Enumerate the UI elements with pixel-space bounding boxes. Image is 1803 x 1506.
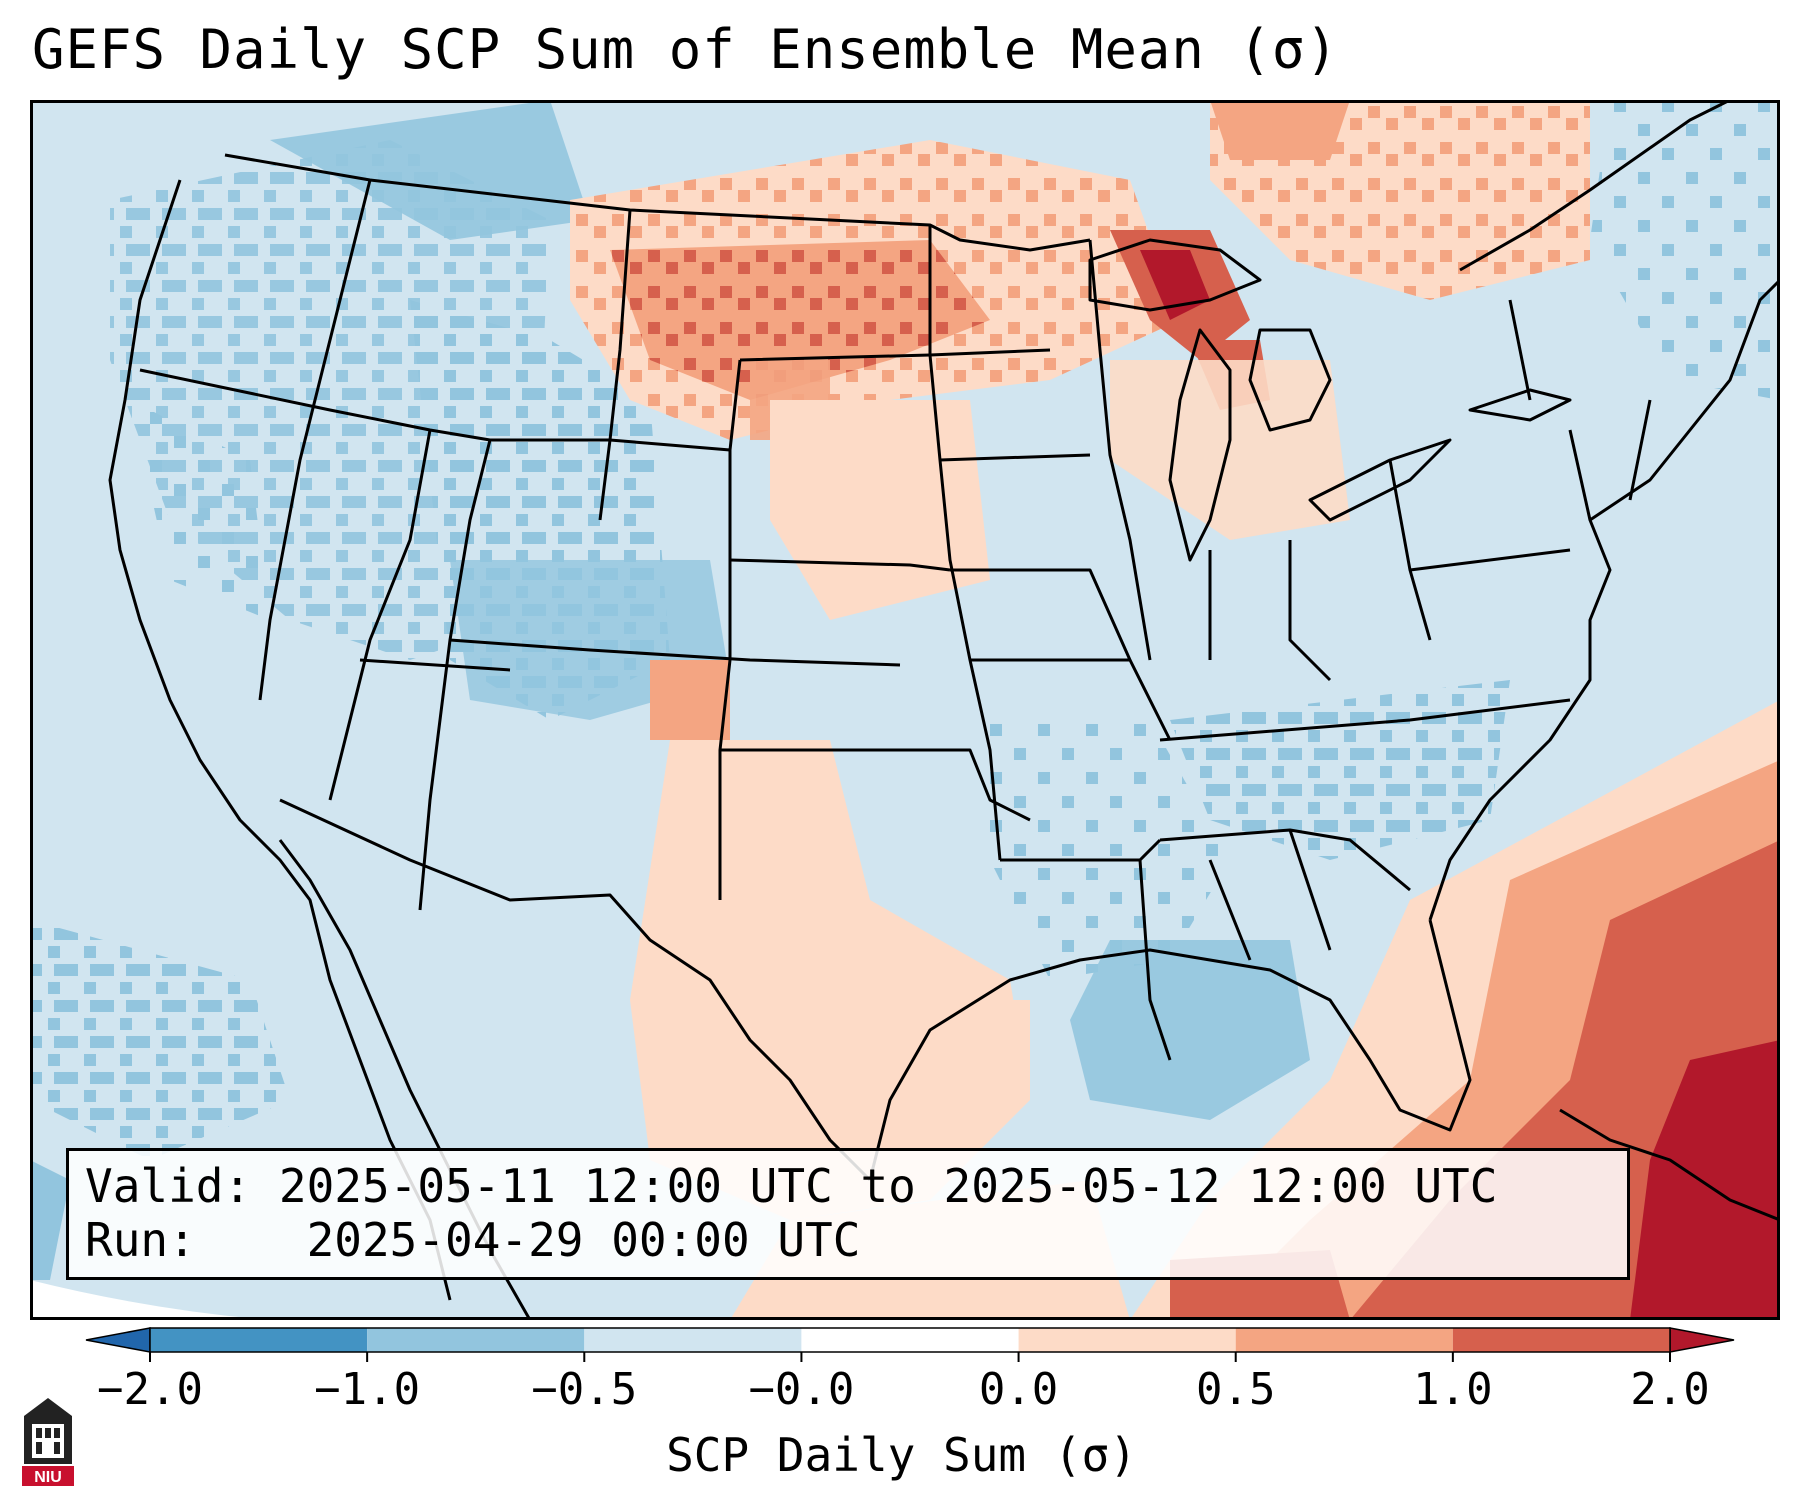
run-value: 2025-04-29 00:00 UTC xyxy=(306,1213,861,1267)
colorbar-bin xyxy=(801,1328,1019,1352)
colorbar-tick-label: 0.5 xyxy=(1195,1364,1276,1415)
colorbar-tick-label: 2.0 xyxy=(1630,1364,1710,1415)
colorbar-tick-label: 0.0 xyxy=(978,1364,1059,1415)
colorbar-tick-label: −2.0 xyxy=(97,1364,203,1415)
run-label: Run: xyxy=(85,1213,196,1267)
colorbar-extend-under xyxy=(85,1327,151,1353)
colorbar-label: SCP Daily Sum (σ) xyxy=(666,1428,1137,1482)
colorbar-bin xyxy=(584,1328,802,1352)
colorbar-tick-label: 1.0 xyxy=(1413,1364,1493,1415)
niu-logo: NIU xyxy=(22,1398,74,1486)
colorbar-bin xyxy=(367,1328,585,1352)
map-panel xyxy=(30,100,1780,1320)
colorbar-bin xyxy=(1452,1328,1670,1352)
valid-label: Valid: xyxy=(85,1159,252,1213)
validity-info-box: Valid: 2025-05-11 12:00 UTC to 2025-05-1… xyxy=(66,1148,1630,1280)
colorbar-tick-label: −0.0 xyxy=(748,1364,855,1415)
svg-text:NIU: NIU xyxy=(34,1469,62,1486)
colorbar-extend-over xyxy=(1669,1327,1735,1353)
colorbar xyxy=(85,1327,1735,1362)
valid-value: 2025-05-11 12:00 UTC to 2025-05-12 12:00… xyxy=(278,1159,1498,1213)
colorbar-bin xyxy=(1235,1328,1453,1352)
colorbar-tick-label: −0.5 xyxy=(531,1364,638,1415)
shaded-field xyxy=(30,100,1780,1320)
map-frame xyxy=(30,100,1780,1320)
colorbar-bin xyxy=(1018,1328,1236,1352)
colorbar-frame xyxy=(149,1327,1671,1353)
colorbar-bin xyxy=(150,1328,368,1352)
map-boundaries xyxy=(108,100,1780,1320)
colorbar-tick-label: −1.0 xyxy=(314,1364,421,1415)
map-title: GEFS Daily SCP Sum of Ensemble Mean (σ) xyxy=(32,18,1339,81)
